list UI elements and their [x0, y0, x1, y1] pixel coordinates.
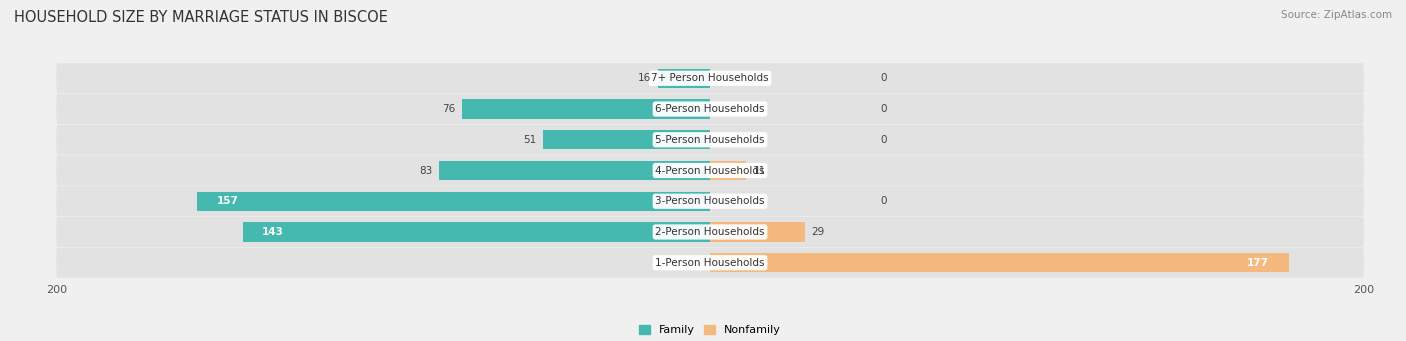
Bar — [710, 161, 747, 180]
Bar — [243, 222, 710, 241]
Text: 16: 16 — [638, 73, 651, 83]
Text: Source: ZipAtlas.com: Source: ZipAtlas.com — [1281, 10, 1392, 20]
Text: 83: 83 — [419, 165, 432, 176]
Bar — [658, 69, 710, 88]
Text: 177: 177 — [1247, 258, 1270, 268]
Text: 143: 143 — [262, 227, 284, 237]
Text: HOUSEHOLD SIZE BY MARRIAGE STATUS IN BISCOE: HOUSEHOLD SIZE BY MARRIAGE STATUS IN BIS… — [14, 10, 388, 25]
Bar — [543, 130, 710, 149]
FancyBboxPatch shape — [56, 125, 1364, 155]
FancyBboxPatch shape — [56, 217, 1364, 247]
Bar — [197, 192, 710, 211]
FancyBboxPatch shape — [56, 63, 1364, 93]
Text: 3-Person Households: 3-Person Households — [655, 196, 765, 206]
FancyBboxPatch shape — [56, 248, 1364, 278]
Text: 0: 0 — [880, 73, 887, 83]
Text: 0: 0 — [880, 104, 887, 114]
FancyBboxPatch shape — [56, 94, 1364, 124]
Text: 11: 11 — [752, 165, 766, 176]
Text: 29: 29 — [811, 227, 824, 237]
Text: 0: 0 — [880, 135, 887, 145]
FancyBboxPatch shape — [56, 186, 1364, 216]
Text: 5-Person Households: 5-Person Households — [655, 135, 765, 145]
Text: 1-Person Households: 1-Person Households — [655, 258, 765, 268]
Text: 4-Person Households: 4-Person Households — [655, 165, 765, 176]
FancyBboxPatch shape — [56, 155, 1364, 186]
Text: 51: 51 — [523, 135, 537, 145]
Text: 6-Person Households: 6-Person Households — [655, 104, 765, 114]
Bar — [461, 100, 710, 119]
Text: 2-Person Households: 2-Person Households — [655, 227, 765, 237]
Bar — [439, 161, 710, 180]
Text: 7+ Person Households: 7+ Person Households — [651, 73, 769, 83]
Text: 157: 157 — [217, 196, 238, 206]
Bar — [710, 222, 804, 241]
Text: 76: 76 — [441, 104, 456, 114]
Bar — [710, 253, 1289, 272]
Text: 0: 0 — [880, 196, 887, 206]
Legend: Family, Nonfamily: Family, Nonfamily — [640, 325, 780, 335]
